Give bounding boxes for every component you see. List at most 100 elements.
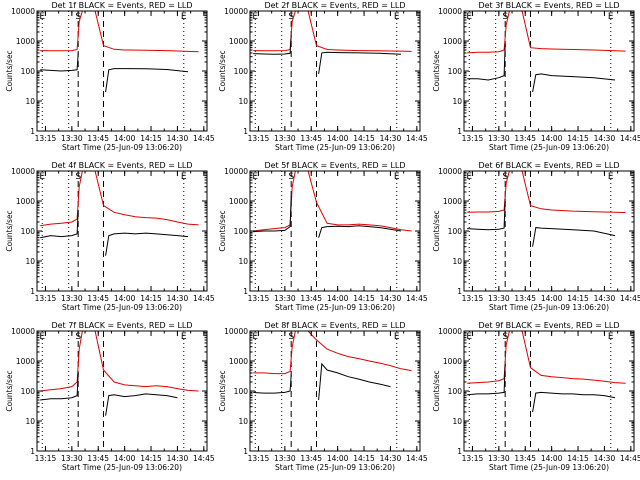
plot-frame xyxy=(36,330,208,452)
y-tick-label: 1 xyxy=(243,127,248,136)
x-tick-label: 14:30 xyxy=(167,454,189,463)
marker-label-e: E xyxy=(394,172,400,182)
x-tick-label: 14:30 xyxy=(594,294,616,303)
x-tick-label: 14:15 xyxy=(140,454,162,463)
x-tick-label: 13:30 xyxy=(488,454,510,463)
x-tick-label: 13:15 xyxy=(248,294,270,303)
y-tick-label: 1000 xyxy=(229,357,248,366)
y-axis-label: Counts/sec xyxy=(5,370,14,411)
y-tick-label: 10 xyxy=(238,257,248,266)
x-axis-label: Start Time (25-Jun-09 13:06:20) xyxy=(489,143,609,152)
series-lld xyxy=(40,331,199,392)
panel-7: Det 7f BLACK = Events, RED = LLD E S E 1 10 10… xyxy=(5,321,215,472)
x-tick-label: 14:45 xyxy=(620,134,640,143)
y-axis-label: Counts/sec xyxy=(432,370,441,411)
y-tick-label: 1 xyxy=(30,447,35,456)
x-tick-label: 14:30 xyxy=(380,294,402,303)
panel-title: Det 2f BLACK = Events, RED = LLD xyxy=(264,1,405,10)
panel-1: Det 1f BLACK = Events, RED = LLD E S E 1 10 10… xyxy=(5,1,215,152)
y-tick-label: 1000 xyxy=(16,357,35,366)
y-axis-label: Counts/sec xyxy=(218,50,227,91)
x-tick-label: 14:00 xyxy=(327,294,349,303)
series-events xyxy=(467,43,616,93)
panel-title: Det 4f BLACK = Events, RED = LLD xyxy=(51,161,192,170)
y-axis-label: Counts/sec xyxy=(218,370,227,411)
x-tick-label: 13:15 xyxy=(248,134,270,143)
y-tick-label: 10000 xyxy=(438,167,462,176)
x-tick-label: 14:45 xyxy=(620,454,640,463)
panel-title: Det 9f BLACK = Events, RED = LLD xyxy=(478,321,619,330)
x-tick-label: 13:15 xyxy=(35,134,57,143)
series-lld xyxy=(40,11,199,53)
x-tick-label: 14:00 xyxy=(114,134,136,143)
x-tick-label: 13:15 xyxy=(35,294,57,303)
series-events xyxy=(253,35,402,74)
plot-frame xyxy=(249,10,421,132)
plot-frame xyxy=(463,10,635,132)
panel-title: Det 5f BLACK = Events, RED = LLD xyxy=(264,161,405,170)
y-tick-label: 1000 xyxy=(443,197,462,206)
marker-label-e: E xyxy=(608,172,614,182)
y-tick-label: 10 xyxy=(25,417,35,426)
marker-label-s: S xyxy=(502,332,508,342)
x-axis-label: Start Time (25-Jun-09 13:06:20) xyxy=(275,463,395,472)
x-tick-label: 14:45 xyxy=(406,294,428,303)
x-tick-label: 14:30 xyxy=(380,134,402,143)
y-tick-label: 10000 xyxy=(224,7,248,16)
x-tick-label: 14:15 xyxy=(353,294,375,303)
y-tick-label: 100 xyxy=(448,227,463,236)
x-tick-label: 14:15 xyxy=(567,294,589,303)
y-tick-label: 10 xyxy=(452,97,462,106)
panel-title: Det 6f BLACK = Events, RED = LLD xyxy=(478,161,619,170)
panel-8: Det 8f BLACK = Events, RED = LLD E S E 1 10 10… xyxy=(218,321,428,472)
y-tick-label: 100 xyxy=(21,67,36,76)
series-events xyxy=(40,372,178,416)
x-tick-label: 13:45 xyxy=(300,454,322,463)
x-tick-label: 14:15 xyxy=(140,294,162,303)
y-tick-label: 100 xyxy=(234,67,249,76)
y-tick-label: 1000 xyxy=(16,37,35,46)
marker-label-e: E xyxy=(39,12,45,22)
series-events xyxy=(253,362,391,401)
y-tick-label: 10000 xyxy=(224,327,248,336)
y-tick-label: 1 xyxy=(243,287,248,296)
marker-label-e: E xyxy=(608,12,614,22)
x-tick-label: 14:00 xyxy=(541,454,563,463)
x-tick-label: 13:45 xyxy=(87,134,109,143)
y-tick-label: 1000 xyxy=(443,37,462,46)
y-tick-label: 1 xyxy=(457,287,462,296)
x-tick-label: 14:15 xyxy=(567,454,589,463)
x-tick-label: 14:00 xyxy=(541,134,563,143)
y-tick-label: 10 xyxy=(452,257,462,266)
y-tick-label: 1000 xyxy=(16,197,35,206)
y-tick-label: 100 xyxy=(21,227,36,236)
plot-frame xyxy=(249,330,421,452)
y-tick-label: 100 xyxy=(448,67,463,76)
x-tick-label: 13:30 xyxy=(274,134,296,143)
y-tick-label: 10 xyxy=(452,417,462,426)
x-tick-label: 13:30 xyxy=(488,134,510,143)
panel-9: Det 9f BLACK = Events, RED = LLD E S E 1 10 10… xyxy=(432,321,640,472)
plot-frame xyxy=(36,170,208,292)
x-tick-label: 13:15 xyxy=(35,454,57,463)
x-tick-label: 14:30 xyxy=(594,134,616,143)
y-tick-label: 1 xyxy=(243,447,248,456)
marker-label-e: E xyxy=(466,332,472,342)
x-tick-label: 13:30 xyxy=(488,294,510,303)
series-events xyxy=(253,195,402,238)
marker-label-s: S xyxy=(288,12,294,22)
panel-title: Det 7f BLACK = Events, RED = LLD xyxy=(51,321,192,330)
x-tick-label: 13:45 xyxy=(514,134,536,143)
marker-label-e: E xyxy=(608,332,614,342)
series-lld xyxy=(467,331,626,384)
x-tick-label: 14:00 xyxy=(327,134,349,143)
y-tick-label: 10 xyxy=(238,97,248,106)
series-events xyxy=(467,198,616,247)
plot-frame xyxy=(463,330,635,452)
y-tick-label: 10000 xyxy=(224,167,248,176)
x-tick-label: 14:00 xyxy=(114,454,136,463)
y-tick-label: 100 xyxy=(21,387,36,396)
panel-6: Det 6f BLACK = Events, RED = LLD E S E 1 10 10… xyxy=(432,161,640,312)
y-tick-label: 10000 xyxy=(438,7,462,16)
y-tick-label: 100 xyxy=(234,227,249,236)
